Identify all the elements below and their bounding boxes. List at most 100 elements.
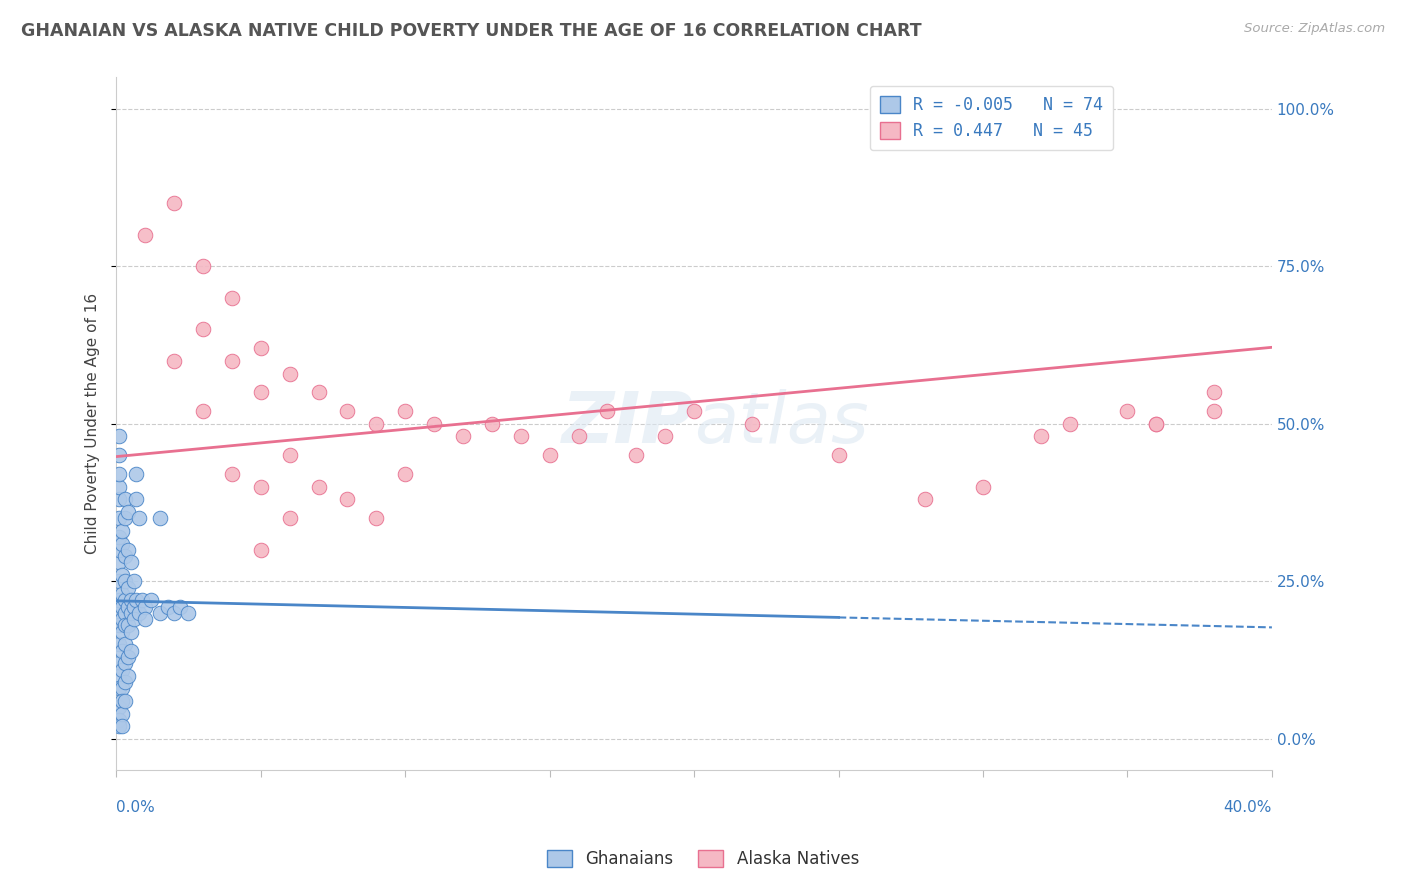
Point — [1204, 404, 1226, 418]
Point — [108, 449, 131, 463]
Point — [114, 574, 136, 589]
Point — [108, 681, 131, 696]
Point — [117, 650, 139, 665]
Point — [157, 599, 180, 614]
Point — [114, 618, 136, 632]
Point — [122, 574, 145, 589]
Point — [120, 643, 142, 657]
Point — [114, 637, 136, 651]
Point — [111, 663, 134, 677]
Point — [117, 542, 139, 557]
Point — [111, 536, 134, 550]
Point — [108, 429, 131, 443]
Point — [394, 404, 416, 418]
Point — [120, 606, 142, 620]
Point — [108, 637, 131, 651]
Point — [336, 492, 359, 507]
Point — [972, 480, 994, 494]
Point — [117, 505, 139, 519]
Point — [117, 581, 139, 595]
Point — [221, 467, 243, 482]
Point — [308, 385, 330, 400]
Point — [108, 719, 131, 733]
Text: atlas: atlas — [695, 390, 869, 458]
Point — [114, 593, 136, 607]
Point — [134, 599, 156, 614]
Point — [128, 606, 150, 620]
Point — [108, 492, 131, 507]
Point — [249, 480, 271, 494]
Point — [249, 542, 271, 557]
Point — [128, 511, 150, 525]
Point — [191, 322, 214, 336]
Point — [108, 669, 131, 683]
Point — [1144, 417, 1167, 431]
Point — [278, 367, 301, 381]
Point — [108, 606, 131, 620]
Point — [120, 556, 142, 570]
Point — [169, 599, 191, 614]
Point — [654, 429, 676, 443]
Point — [509, 429, 531, 443]
Point — [120, 624, 142, 639]
Point — [108, 657, 131, 671]
Point — [567, 429, 589, 443]
Point — [111, 524, 134, 538]
Point — [278, 511, 301, 525]
Point — [108, 511, 131, 525]
Point — [1059, 417, 1081, 431]
Point — [120, 593, 142, 607]
Point — [191, 260, 214, 274]
Point — [111, 706, 134, 721]
Point — [111, 587, 134, 601]
Y-axis label: Child Poverty Under the Age of 16: Child Poverty Under the Age of 16 — [86, 293, 100, 555]
Point — [114, 657, 136, 671]
Point — [108, 593, 131, 607]
Point — [278, 449, 301, 463]
Point — [683, 404, 706, 418]
Point — [114, 606, 136, 620]
Point — [111, 643, 134, 657]
Point — [249, 341, 271, 355]
Point — [1144, 417, 1167, 431]
Point — [163, 196, 186, 211]
Point — [538, 449, 561, 463]
Point — [111, 612, 134, 626]
Point — [308, 480, 330, 494]
Point — [125, 593, 148, 607]
Point — [111, 719, 134, 733]
Point — [366, 511, 388, 525]
Point — [108, 574, 131, 589]
Legend: Ghanaians, Alaska Natives: Ghanaians, Alaska Natives — [540, 843, 866, 875]
Point — [108, 530, 131, 544]
Point — [394, 467, 416, 482]
Point — [108, 713, 131, 727]
Point — [114, 675, 136, 690]
Point — [134, 227, 156, 242]
Point — [114, 511, 136, 525]
Text: 40.0%: 40.0% — [1223, 800, 1272, 815]
Text: Source: ZipAtlas.com: Source: ZipAtlas.com — [1244, 22, 1385, 36]
Point — [741, 417, 763, 431]
Point — [114, 694, 136, 708]
Point — [111, 681, 134, 696]
Point — [221, 291, 243, 305]
Point — [366, 417, 388, 431]
Point — [249, 385, 271, 400]
Point — [108, 556, 131, 570]
Text: ZIP: ZIP — [562, 390, 695, 458]
Point — [108, 700, 131, 714]
Point — [139, 593, 162, 607]
Point — [108, 542, 131, 557]
Point — [177, 606, 200, 620]
Point — [163, 354, 186, 368]
Point — [221, 354, 243, 368]
Point — [111, 568, 134, 582]
Point — [149, 606, 172, 620]
Point — [125, 467, 148, 482]
Point — [111, 624, 134, 639]
Point — [111, 599, 134, 614]
Point — [117, 599, 139, 614]
Point — [131, 593, 153, 607]
Point — [1116, 404, 1139, 418]
